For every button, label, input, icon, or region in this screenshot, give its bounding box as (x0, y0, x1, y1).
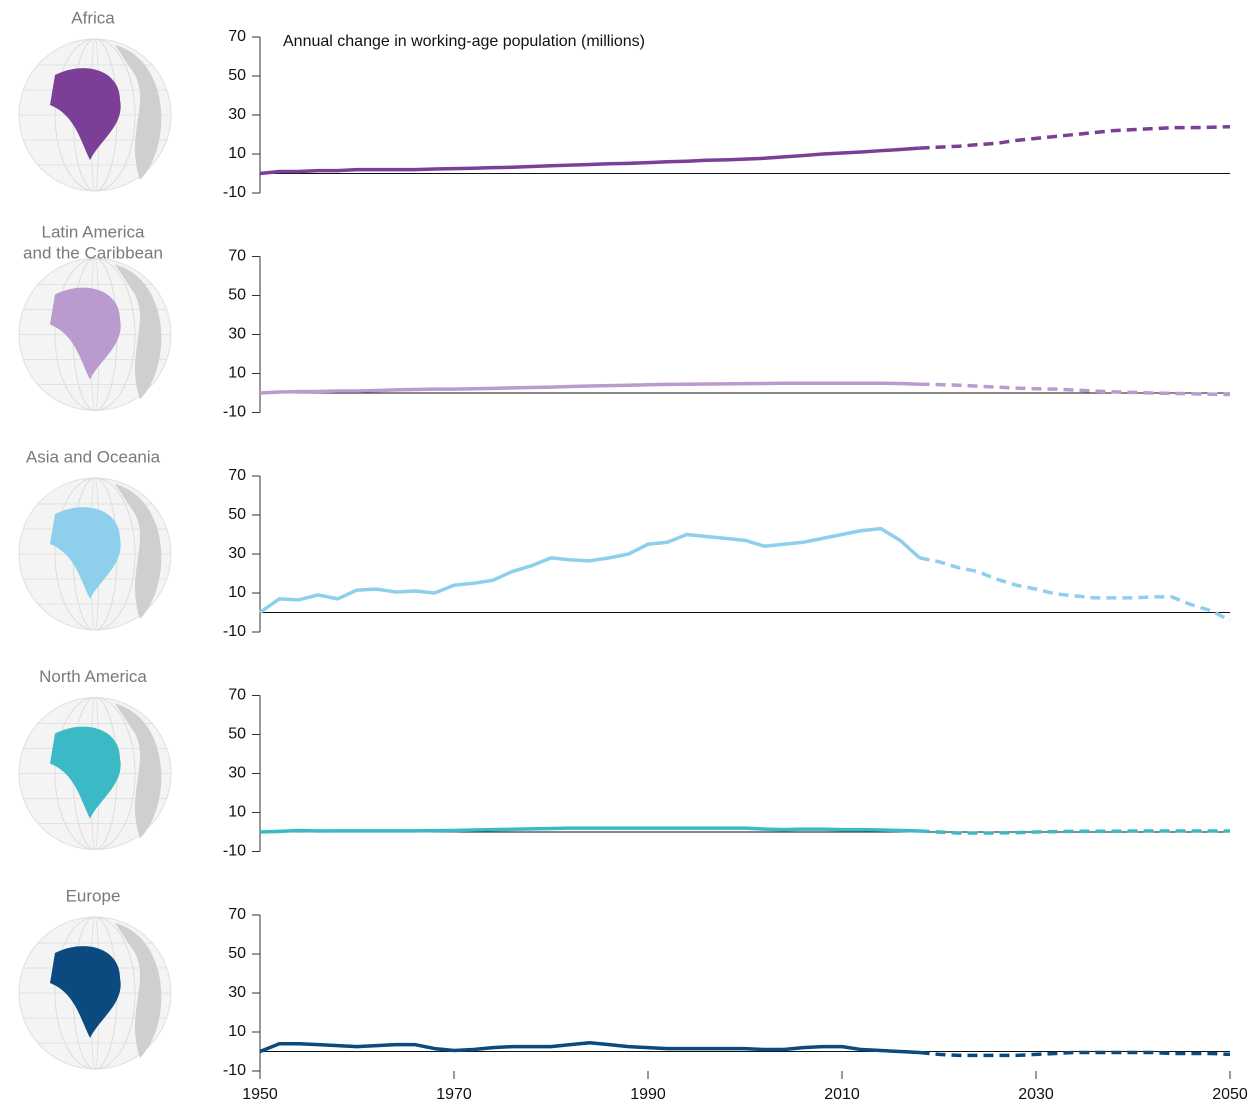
y-tick-label: -10 (223, 623, 246, 640)
y-tick-label: 50 (228, 287, 246, 304)
annotation: Annual change in working-age population … (283, 33, 645, 50)
region-title: Asia and Oceania (26, 447, 161, 466)
series-line (919, 382, 1231, 397)
y-tick-label: 30 (228, 326, 246, 343)
series-line (259, 146, 920, 176)
region-title: Europe (66, 886, 121, 905)
globe-meridian (54, 38, 136, 192)
globe-land (115, 703, 162, 839)
region-title: Latin America and the Caribbean (23, 223, 163, 263)
y-tick-label: 70 (228, 248, 246, 265)
region-title: North America (39, 667, 147, 686)
y-tick-label: -10 (223, 1062, 246, 1079)
globe (18, 477, 172, 631)
y-tick-label: 30 (228, 984, 246, 1001)
globe-land (115, 484, 162, 619)
y-tick-label: 10 (228, 1023, 246, 1040)
y-tick-label: -10 (223, 843, 246, 860)
y-tick-label: 50 (228, 945, 246, 962)
y-tick-label: 10 (228, 365, 246, 382)
globe-region (50, 726, 121, 819)
globe-meridian (54, 697, 136, 850)
series-line (919, 829, 1230, 835)
x-tick-label: 2050 (1212, 1086, 1248, 1103)
y-tick-label: 50 (228, 726, 246, 743)
globe (18, 697, 172, 850)
globe-meridian (54, 916, 136, 1070)
y-tick-label: 10 (228, 584, 246, 601)
y-tick-label: 30 (228, 545, 246, 562)
x-tick-label: 2030 (1018, 1086, 1054, 1103)
y-tick-label: 30 (228, 765, 246, 782)
y-tick-label: 50 (228, 506, 246, 523)
y-tick-label: 30 (228, 106, 246, 123)
y-tick-label: 10 (228, 804, 246, 821)
series-line (259, 826, 920, 834)
globe-region (50, 287, 121, 380)
y-tick-label: 70 (228, 906, 246, 923)
globe (18, 258, 172, 411)
series-line (259, 381, 920, 395)
series-line (259, 1040, 920, 1055)
y-tick-label: 70 (228, 687, 246, 704)
globe-region (50, 507, 121, 599)
globe-land (115, 45, 162, 180)
globe-meridian (54, 258, 136, 411)
x-tick-label: 1950 (242, 1086, 278, 1103)
region-title: Africa (71, 8, 115, 27)
y-tick-label: 70 (228, 28, 246, 45)
globe-land (115, 264, 162, 400)
series-line (258, 526, 921, 614)
y-tick-label: 70 (228, 467, 246, 484)
x-tick-label: 1970 (436, 1086, 472, 1103)
series-line (919, 1050, 1231, 1058)
y-tick-label: 50 (228, 67, 246, 84)
globe-land (115, 923, 162, 1058)
globe-region (50, 68, 121, 160)
y-tick-label: -10 (223, 404, 246, 421)
x-tick-label: 1990 (630, 1086, 666, 1103)
series-line (919, 556, 1231, 622)
globe (18, 38, 172, 192)
y-tick-label: 10 (228, 145, 246, 162)
series-line (919, 124, 1231, 150)
y-tick-label: -10 (223, 184, 246, 201)
x-tick-label: 2010 (824, 1086, 860, 1103)
globe-meridian (54, 477, 136, 631)
globe (18, 916, 172, 1070)
globe-region (50, 946, 121, 1038)
